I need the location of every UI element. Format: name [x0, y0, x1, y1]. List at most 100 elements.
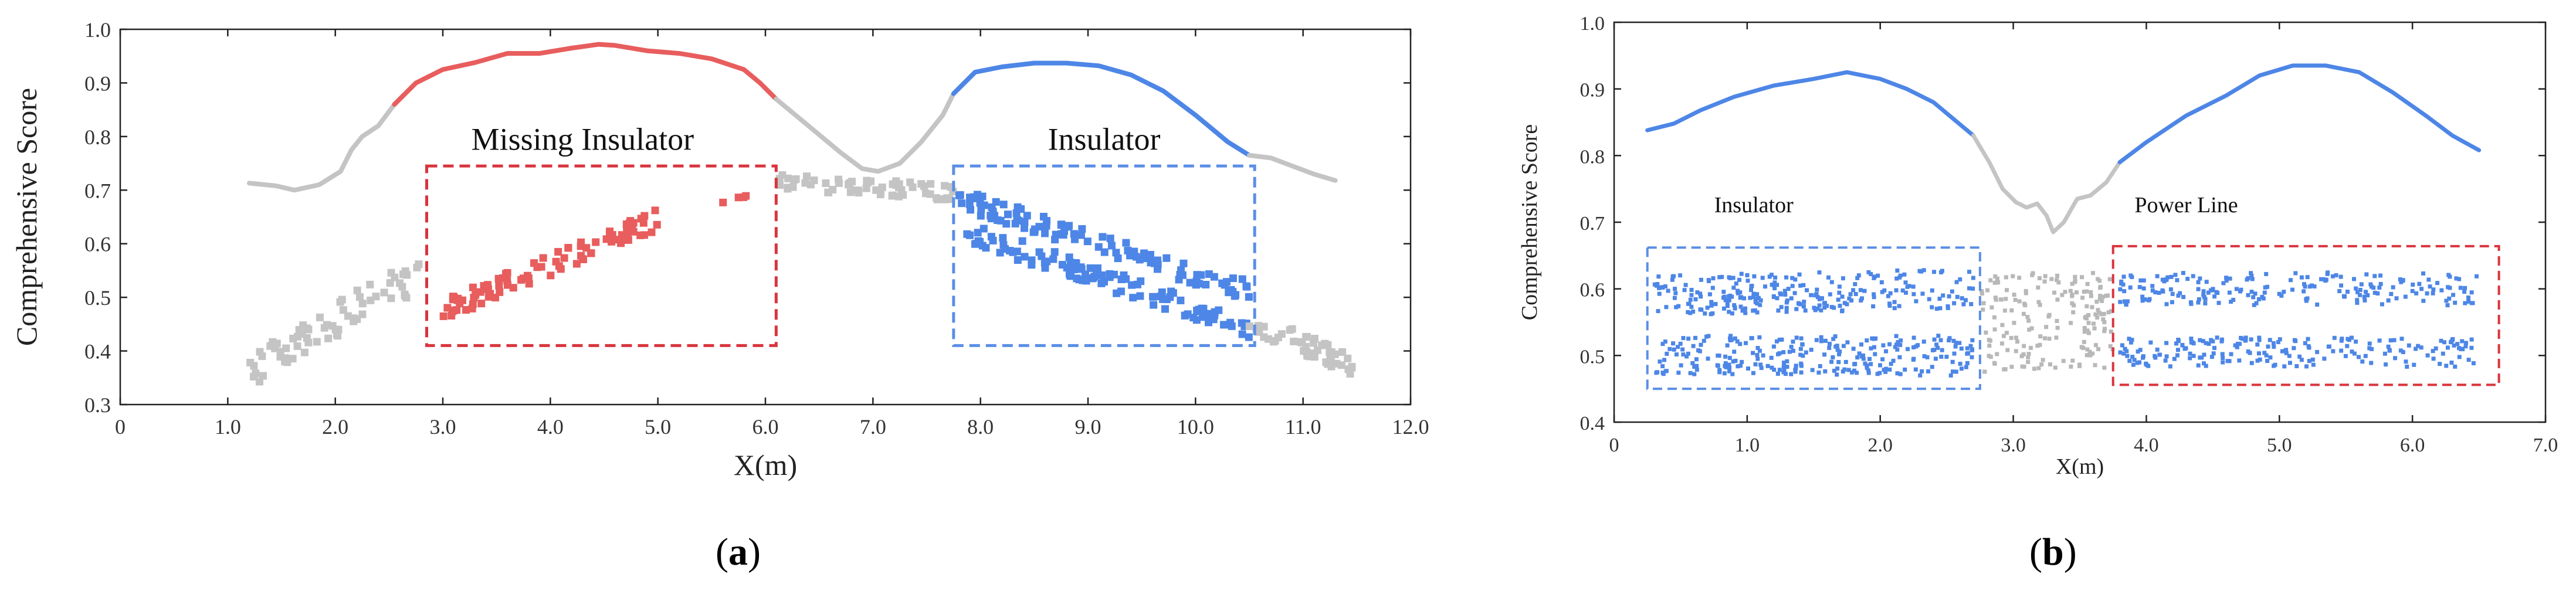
x-tick-label: 4.0	[537, 415, 564, 439]
power-line-points-lower-point	[2414, 347, 2418, 351]
power-line-points-upper-point	[2359, 282, 2364, 287]
power-line-points-lower-point	[2215, 335, 2219, 340]
gray-points-middle-point	[2036, 366, 2041, 371]
power-line-points-upper-point	[2288, 278, 2293, 283]
insulator-points-upper-point	[1809, 293, 1814, 297]
insulator-points-lower-point	[1680, 347, 1685, 352]
insulator-points-lower-point	[1914, 344, 1919, 349]
gray-points-middle-point	[2052, 290, 2057, 295]
power-line-points-lower-point	[2176, 348, 2181, 352]
insulator-points-lower-point	[1722, 371, 1727, 376]
power-line-points-upper-point	[2227, 290, 2232, 295]
missing-insulator-points-point	[519, 274, 527, 283]
insulator-points-upper-point	[1689, 293, 1694, 297]
insulator-points-lower-point	[1106, 273, 1114, 281]
insulator-points-lower-point	[1970, 355, 1974, 359]
power-line-points-upper-point	[2431, 291, 2435, 296]
insulator-points-lower-point	[1777, 351, 1782, 356]
insulator-points-lower-point	[1841, 344, 1846, 348]
power-line-points-upper-point	[2470, 301, 2475, 305]
gray-points-middle-point	[2069, 321, 2073, 325]
gray-points-middle-point	[2106, 310, 2111, 315]
gray-points-middle-point	[909, 183, 917, 191]
gray-points-middle-point	[2060, 293, 2065, 297]
insulator-points-lower-point	[996, 249, 1004, 257]
insulator-points-lower-point	[1861, 353, 1866, 358]
gray-points-middle-point	[1995, 352, 1999, 356]
missing-insulator-points-point	[484, 281, 492, 289]
insulator-points-lower-point	[1799, 361, 1804, 366]
insulator-points-lower-point	[1819, 339, 1823, 344]
power-line-box	[2111, 244, 2500, 386]
power-line-points-upper-point	[2224, 276, 2229, 280]
power-line-points-upper-point	[2191, 274, 2195, 278]
insulator-points-lower-point	[1932, 337, 1937, 342]
power-line-points-lower-point	[2271, 341, 2276, 345]
insulator-points-lower-point	[1889, 362, 1893, 366]
insulator-points-lower-point	[1755, 352, 1760, 357]
gray-points-middle-point	[2085, 328, 2090, 333]
gray-points-middle-point	[2013, 298, 2018, 303]
insulator-points-upper-point	[1739, 295, 1744, 300]
insulator-points-upper-point	[1749, 284, 1754, 288]
insulator-points-upper-point	[999, 201, 1008, 209]
power-line-points-upper-point	[2466, 296, 2471, 300]
insulator-points-lower-point	[1014, 256, 1022, 264]
gray-points-left-point	[333, 330, 341, 338]
score-curve-gray-middle	[1971, 133, 2122, 235]
power-line-points-upper-point	[2197, 297, 2201, 302]
missing-insulator-points-point	[477, 300, 486, 308]
power-line-points-lower-point	[2202, 352, 2206, 357]
gray-points-middle-point	[2097, 278, 2102, 283]
insulator-points-lower-point	[1238, 330, 1246, 338]
x-tick-label: 8.0	[967, 415, 994, 439]
power-line-points-upper-point	[2414, 291, 2419, 296]
insulator-points-lower-point	[1859, 342, 1864, 347]
gray-points-middle-point	[1998, 297, 2003, 302]
power-line-points-upper-point	[2372, 274, 2377, 278]
power-line-points-upper-point	[2239, 287, 2243, 292]
insulator-points-upper-point	[1683, 283, 1688, 287]
power-line-points-lower-point	[2219, 339, 2224, 344]
gray-points-middle-point	[2084, 353, 2089, 358]
insulator-points-lower-point	[1906, 347, 1910, 351]
insulator-points-upper-point	[1879, 280, 1884, 284]
power-line-points-lower-point	[2155, 347, 2160, 352]
insulator-points-lower-point	[1920, 369, 1924, 373]
insulator-points-lower-point	[1947, 336, 1952, 341]
power-line-points-upper-point	[2330, 274, 2335, 278]
insulator-points-upper-point	[1812, 305, 1816, 310]
missing-insulator-points-point	[617, 239, 625, 247]
insulator-points-upper-point	[1012, 209, 1021, 218]
power-line-points-upper-point	[2365, 293, 2370, 298]
insulator-points-upper-point	[1717, 275, 1722, 280]
gray-points-middle-point	[899, 191, 907, 199]
insulator-points-upper-point	[1770, 283, 1774, 287]
missing-insulator-points-point	[640, 231, 648, 239]
power-line-points-lower-point	[2449, 361, 2454, 365]
power-line-points-upper-point	[2203, 301, 2208, 305]
power-line-points-upper-point	[2265, 284, 2270, 289]
power-line-points-upper-point	[2249, 290, 2254, 294]
insulator-points-upper-point	[1947, 294, 1951, 298]
power-line-points-upper-point	[2290, 287, 2294, 292]
power-line-points-lower-point	[2449, 339, 2454, 344]
gray-points-middle-point	[2082, 325, 2087, 330]
insulator-points-lower-point	[1816, 370, 1821, 375]
power-line-points-lower-point	[2276, 339, 2280, 344]
gray-points-middle-point	[829, 185, 837, 193]
gray-points-middle-point	[803, 172, 811, 181]
power-line-points-lower-point	[2267, 338, 2272, 342]
score-curve-blue-right	[2117, 63, 2482, 165]
insulator-points-lower-point	[1727, 369, 1731, 373]
gray-points-middle-point	[2071, 310, 2076, 315]
insulator-points-upper-point	[1839, 309, 1844, 314]
power-line-points-upper-point	[2421, 298, 2426, 303]
insulator-points-upper-point	[1162, 254, 1171, 262]
insulator-points-lower-point	[1028, 261, 1036, 269]
insulator-points-lower-point	[1021, 253, 1029, 261]
power-line-points-upper-point	[2234, 287, 2239, 291]
insulator-points-upper-point	[1900, 288, 1905, 293]
gray-points-middle-point	[2094, 300, 2099, 304]
power-line-points-lower-point	[2382, 351, 2387, 356]
